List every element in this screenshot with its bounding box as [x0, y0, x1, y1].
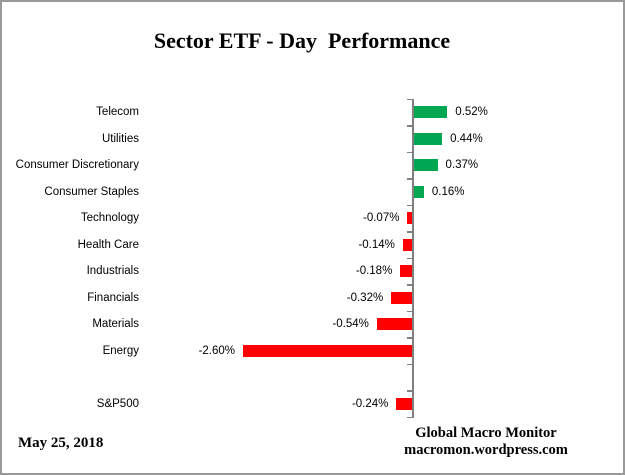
value-label: 0.52% — [455, 106, 488, 118]
bar — [376, 318, 412, 331]
axis-tick-mark — [406, 310, 414, 312]
value-label: -0.18% — [355, 265, 393, 277]
category-label: S&P500 — [96, 397, 139, 410]
bar — [243, 344, 412, 357]
axis-tick-mark — [406, 284, 414, 286]
category-label: Consumer Discretionary — [15, 159, 139, 171]
value-label: -0.54% — [332, 318, 369, 330]
bar — [413, 185, 424, 198]
category-label: Industrials — [86, 265, 139, 277]
bar — [413, 106, 448, 119]
category-label: Energy — [102, 344, 139, 357]
axis-tick-mark — [406, 416, 414, 418]
axis-tick-mark — [406, 390, 414, 392]
value-label: -0.32% — [346, 291, 384, 304]
axis-tick-mark — [406, 363, 414, 365]
axis-tick-mark — [406, 204, 414, 206]
axis-tick-mark — [406, 178, 414, 180]
category-label: Materials — [92, 318, 139, 330]
value-label: -0.24% — [351, 397, 389, 410]
credit-line-2: macromon.wordpress.com — [404, 441, 568, 458]
value-label: -0.07% — [363, 212, 400, 224]
value-label: -2.60% — [198, 344, 235, 357]
bar — [413, 159, 438, 172]
axis-tick-mark — [406, 337, 414, 339]
axis-tick-mark — [406, 98, 414, 100]
category-label: Telecom — [96, 106, 139, 118]
bar — [396, 397, 412, 410]
bar — [391, 291, 412, 304]
axis-tick-mark — [406, 125, 414, 127]
credit-line-1: Global Macro Monitor — [415, 425, 557, 441]
bar — [402, 238, 412, 251]
value-label: -0.14% — [358, 238, 395, 251]
axis-tick-mark — [406, 151, 414, 153]
category-label: Health Care — [77, 238, 139, 251]
category-label: Utilities — [101, 132, 139, 145]
category-label: Consumer Staples — [44, 185, 139, 198]
category-label: Technology — [80, 212, 139, 224]
bar — [407, 212, 412, 225]
category-label: Financials — [87, 291, 139, 304]
chart-date: May 25, 2018 — [18, 435, 104, 451]
value-label: 0.37% — [445, 159, 479, 171]
axis-tick-mark — [406, 231, 414, 233]
credit-block: Global Macro Monitor macromon.wordpress.… — [336, 425, 623, 458]
value-label: 0.16% — [431, 185, 465, 198]
value-label: 0.44% — [450, 132, 483, 145]
bar — [400, 265, 412, 278]
bar — [413, 132, 443, 145]
axis-tick-mark — [406, 257, 414, 259]
chart-title: Sector ETF - Day Performance — [153, 28, 451, 53]
